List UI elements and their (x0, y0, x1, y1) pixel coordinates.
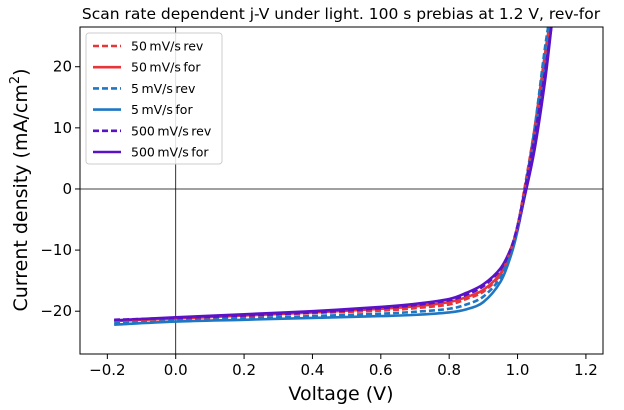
y-axis-title: Current density (mA/cm2) (8, 68, 32, 311)
x-axis: −0.2 0.0 0.2 0.4 0.6 0.8 1.0 1.2 (89, 354, 598, 379)
legend: 50 mV/s rev 50 mV/s for 5 mV/s rev 5 mV/s f… (85, 32, 223, 165)
x-tick-label: −0.2 (89, 361, 125, 379)
y-tick-label: −20 (40, 302, 72, 320)
y-tick-label: 0 (62, 180, 72, 198)
plot-frame (79, 26, 604, 355)
x-tick-label: 0.2 (232, 361, 256, 379)
x-tick-label: 0.8 (437, 361, 461, 379)
series-layer (114, 27, 553, 326)
y-tick-label: 10 (53, 119, 72, 137)
x-tick-label: 0.6 (369, 361, 393, 379)
x-tick-label: 1.0 (506, 361, 530, 379)
y-axis-title-close: ) (10, 68, 32, 75)
legend-label-1: 50 mV/s rev (131, 39, 204, 54)
y-axis-title-superscript: 2 (8, 76, 23, 84)
series-line-3 (114, 27, 550, 325)
y-tick-label: −10 (40, 241, 72, 259)
x-tick-label: 1.2 (574, 361, 598, 379)
legend-label-2: 50 mV/s for (131, 60, 201, 75)
y-tick-label: 20 (53, 58, 72, 76)
legend-label-3: 5 mV/s rev (131, 81, 196, 96)
legend-label-5: 500 mV/s rev (131, 123, 212, 138)
legend-label-6: 500 mV/s for (131, 145, 209, 160)
x-tick-label: 0.4 (301, 361, 325, 379)
x-axis-title: Voltage (V) (288, 383, 393, 405)
series-line-5 (114, 27, 553, 322)
chart-title: Scan rate dependent j-V under light. 100… (82, 5, 601, 23)
y-axis: −20 −10 0 10 20 (40, 58, 80, 320)
legend-label-4: 5 mV/s for (131, 102, 193, 117)
y-axis-title-main: Current density (mA/cm (10, 84, 32, 311)
x-tick-label: 0.0 (164, 361, 188, 379)
